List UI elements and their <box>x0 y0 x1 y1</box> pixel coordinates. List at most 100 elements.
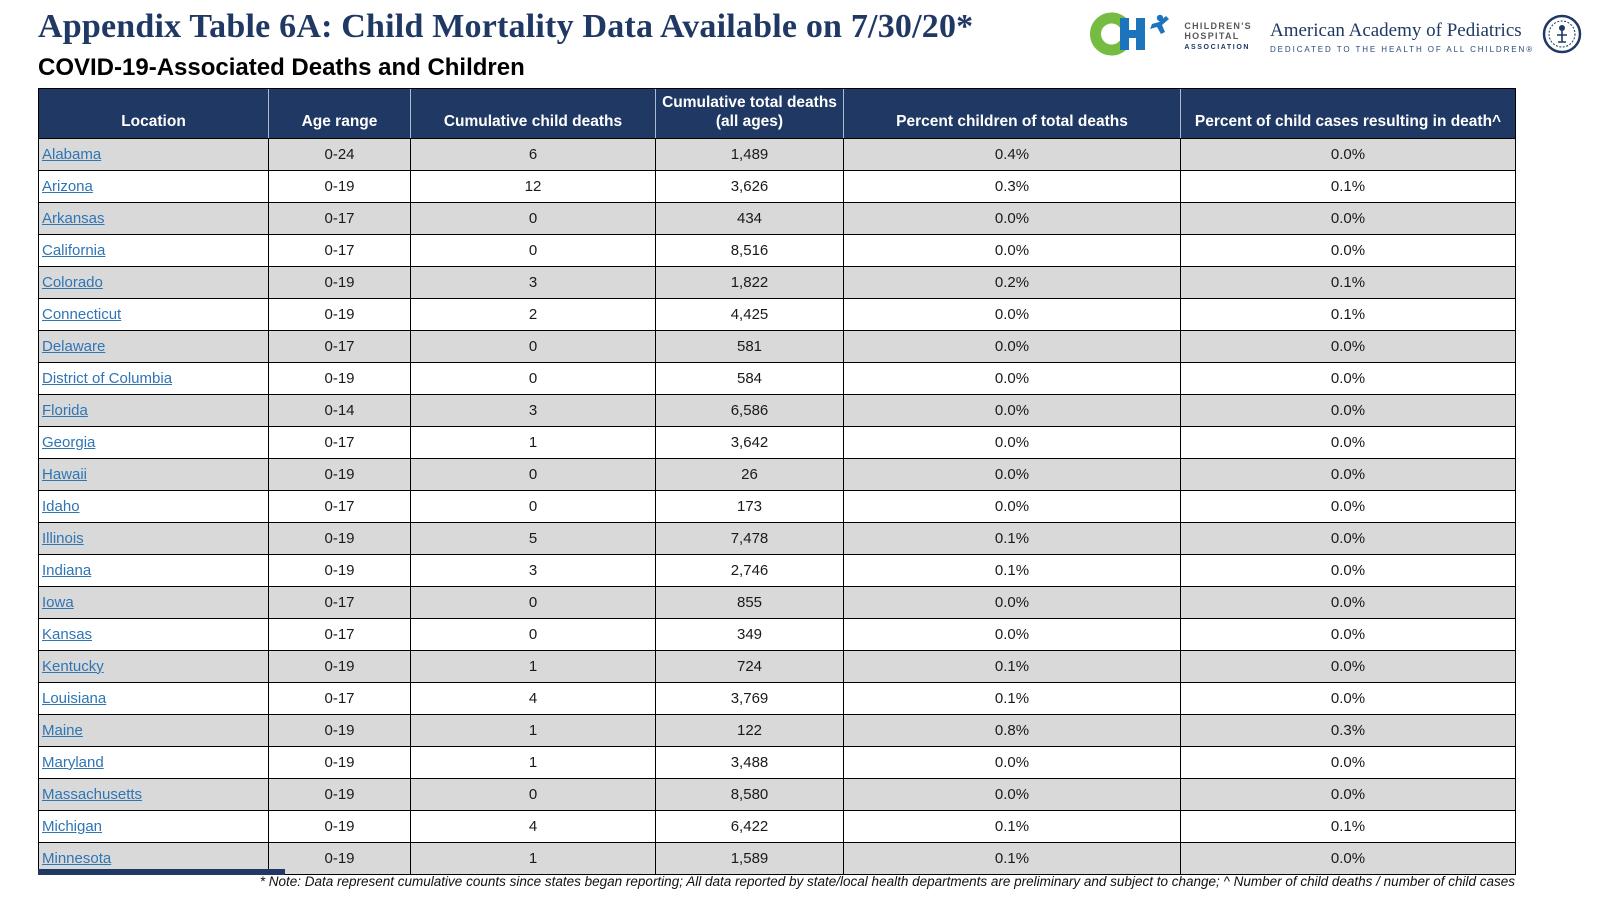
logo-band: CHILDREN'S HOSPITAL ASSOCIATION American… <box>1086 10 1582 63</box>
cell-pct-children: 0.8% <box>843 713 1181 747</box>
state-link[interactable]: Colorado <box>42 273 103 291</box>
table-row: Indiana 0-19 3 2,746 0.1% 0.0% <box>38 553 1516 587</box>
cha-line2: HOSPITAL <box>1184 31 1240 42</box>
cell-age-range: 0-17 <box>268 233 411 267</box>
cell-pct-child-cases: 0.0% <box>1180 553 1516 587</box>
cell-pct-child-cases: 0.3% <box>1180 713 1516 747</box>
state-link[interactable]: Louisiana <box>42 689 107 707</box>
cell-location: Kentucky <box>38 649 269 683</box>
cell-age-range: 0-19 <box>268 649 411 683</box>
state-link[interactable]: Delaware <box>42 337 106 355</box>
cha-mark-icon <box>1086 10 1178 63</box>
table-row: Arkansas 0-17 0 434 0.0% 0.0% <box>38 201 1516 235</box>
state-link[interactable]: Illinois <box>42 529 84 547</box>
table-row: Idaho 0-17 0 173 0.0% 0.0% <box>38 489 1516 523</box>
cell-age-range: 0-17 <box>268 585 411 619</box>
state-link[interactable]: Idaho <box>42 497 80 515</box>
cell-child-deaths: 0 <box>410 489 656 523</box>
cell-child-deaths: 4 <box>410 809 656 843</box>
cell-age-range: 0-19 <box>268 169 411 203</box>
cell-pct-child-cases: 0.1% <box>1180 265 1516 299</box>
cell-total-deaths: 1,589 <box>655 841 844 875</box>
cell-location: Delaware <box>38 329 269 363</box>
cell-pct-children: 0.0% <box>843 489 1181 523</box>
child-mortality-table: Location Age range Cumulative child deat… <box>38 88 1516 875</box>
cell-age-range: 0-17 <box>268 201 411 235</box>
aap-logo-text: American Academy of Pediatrics DEDICATED… <box>1270 20 1534 54</box>
cell-location: Michigan <box>38 809 269 843</box>
state-link[interactable]: Georgia <box>42 433 96 451</box>
column-header-location: Location <box>38 88 269 139</box>
cell-pct-children: 0.2% <box>843 265 1181 299</box>
cha-logo-text: CHILDREN'S HOSPITAL ASSOCIATION <box>1184 21 1252 52</box>
column-header-age-range: Age range <box>268 88 411 139</box>
cell-pct-child-cases: 0.0% <box>1180 777 1516 811</box>
cell-pct-child-cases: 0.0% <box>1180 329 1516 363</box>
page-subtitle: COVID-19-Associated Deaths and Children <box>38 54 525 81</box>
cell-pct-child-cases: 0.0% <box>1180 457 1516 491</box>
state-link[interactable]: Maine <box>42 721 83 739</box>
state-link[interactable]: Florida <box>42 401 88 419</box>
table-row: Florida 0-14 3 6,586 0.0% 0.0% <box>38 393 1516 427</box>
cell-pct-children: 0.0% <box>843 233 1181 267</box>
state-link[interactable]: Indiana <box>42 561 92 579</box>
cell-pct-children: 0.0% <box>843 393 1181 427</box>
cell-pct-child-cases: 0.0% <box>1180 425 1516 459</box>
cell-pct-child-cases: 0.0% <box>1180 585 1516 619</box>
cell-pct-child-cases: 0.0% <box>1180 649 1516 683</box>
cell-pct-children: 0.0% <box>843 329 1181 363</box>
state-link[interactable]: Alabama <box>42 145 102 163</box>
cell-child-deaths: 3 <box>410 553 656 587</box>
cell-total-deaths: 4,425 <box>655 297 844 331</box>
cell-location: Iowa <box>38 585 269 619</box>
cell-pct-children: 0.0% <box>843 617 1181 651</box>
table-row: District of Columbia 0-19 0 584 0.0% 0.0… <box>38 361 1516 395</box>
table-body: Alabama 0-24 6 1,489 0.4% 0.0% Arizona 0… <box>38 137 1516 875</box>
cell-pct-children: 0.1% <box>843 809 1181 843</box>
state-link[interactable]: District of Columbia <box>42 369 173 387</box>
cell-pct-child-cases: 0.0% <box>1180 393 1516 427</box>
cell-child-deaths: 3 <box>410 265 656 299</box>
state-link[interactable]: California <box>42 241 106 259</box>
cell-child-deaths: 0 <box>410 777 656 811</box>
cell-child-deaths: 0 <box>410 361 656 395</box>
cell-child-deaths: 0 <box>410 617 656 651</box>
state-link[interactable]: Connecticut <box>42 305 122 323</box>
state-link[interactable]: Minnesota <box>42 849 112 867</box>
table-row: Georgia 0-17 1 3,642 0.0% 0.0% <box>38 425 1516 459</box>
cell-pct-children: 0.3% <box>843 169 1181 203</box>
table-row: Michigan 0-19 4 6,422 0.1% 0.1% <box>38 809 1516 843</box>
state-link[interactable]: Maryland <box>42 753 104 771</box>
column-header-child-deaths: Cumulative child deaths <box>410 88 656 139</box>
table-row: California 0-17 0 8,516 0.0% 0.0% <box>38 233 1516 267</box>
cell-total-deaths: 7,478 <box>655 521 844 555</box>
aap-seal-icon <box>1542 14 1582 59</box>
cell-age-range: 0-19 <box>268 777 411 811</box>
table-row: Kansas 0-17 0 349 0.0% 0.0% <box>38 617 1516 651</box>
state-link[interactable]: Arkansas <box>42 209 105 227</box>
cell-total-deaths: 3,626 <box>655 169 844 203</box>
cell-child-deaths: 0 <box>410 201 656 235</box>
state-link[interactable]: Kansas <box>42 625 93 643</box>
aap-name: American Academy of Pediatrics <box>1269 19 1522 41</box>
cell-pct-children: 0.0% <box>843 777 1181 811</box>
cell-location: California <box>38 233 269 267</box>
cell-age-range: 0-17 <box>268 617 411 651</box>
cell-child-deaths: 6 <box>410 137 656 171</box>
state-link[interactable]: Michigan <box>42 817 103 835</box>
cell-location: Georgia <box>38 425 269 459</box>
table-row: Maine 0-19 1 122 0.8% 0.3% <box>38 713 1516 747</box>
cell-pct-children: 0.0% <box>843 297 1181 331</box>
state-link[interactable]: Hawaii <box>42 465 88 483</box>
cell-age-range: 0-19 <box>268 809 411 843</box>
cell-total-deaths: 2,746 <box>655 553 844 587</box>
cell-age-range: 0-19 <box>268 553 411 587</box>
state-link[interactable]: Arizona <box>42 177 93 195</box>
state-link[interactable]: Iowa <box>42 593 74 611</box>
state-link[interactable]: Massachusetts <box>42 785 143 803</box>
cell-location: Alabama <box>38 137 269 171</box>
cell-location: Indiana <box>38 553 269 587</box>
state-link[interactable]: Kentucky <box>42 657 104 675</box>
cell-age-range: 0-19 <box>268 297 411 331</box>
